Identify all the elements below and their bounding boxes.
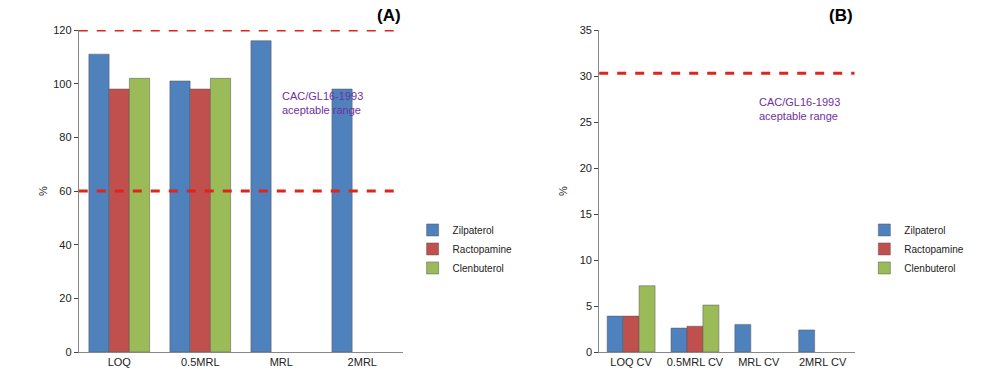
svg-text:Ractopamine: Ractopamine	[904, 244, 963, 255]
svg-text:40: 40	[59, 239, 71, 251]
svg-text:20: 20	[59, 292, 71, 304]
svg-text:5: 5	[586, 300, 592, 312]
svg-text:%: %	[557, 186, 569, 196]
svg-text:CAC/GL16-1993aceptable range: CAC/GL16-1993aceptable range	[282, 90, 363, 116]
svg-text:25: 25	[580, 116, 592, 128]
svg-text:80: 80	[59, 131, 71, 143]
svg-text:(B): (B)	[829, 6, 853, 25]
svg-text:MRL: MRL	[270, 356, 293, 368]
svg-text:Zilpaterol: Zilpaterol	[904, 225, 945, 236]
svg-text:(A): (A)	[377, 6, 401, 25]
svg-text:60: 60	[59, 185, 71, 197]
svg-text:CAC/GL16-1993aceptable range: CAC/GL16-1993aceptable range	[759, 96, 840, 122]
svg-text:2MRL CV: 2MRL CV	[799, 356, 847, 368]
svg-text:10: 10	[580, 254, 592, 266]
svg-text:20: 20	[580, 162, 592, 174]
svg-text:Clenbuterol: Clenbuterol	[904, 263, 955, 274]
svg-text:LOQ CV: LOQ CV	[610, 356, 652, 368]
svg-text:0: 0	[65, 346, 71, 358]
svg-text:LOQ: LOQ	[108, 356, 132, 368]
svg-text:0.5MRL CV: 0.5MRL CV	[667, 356, 724, 368]
svg-text:Ractopamine: Ractopamine	[453, 244, 512, 255]
svg-text:Clenbuterol: Clenbuterol	[453, 263, 504, 274]
svg-text:2MRL: 2MRL	[348, 356, 377, 368]
svg-text:30: 30	[580, 70, 592, 82]
svg-text:0: 0	[586, 346, 592, 358]
svg-text:120: 120	[53, 24, 71, 36]
svg-text:MRL CV: MRL CV	[738, 356, 780, 368]
svg-text:0.5MRL: 0.5MRL	[181, 356, 220, 368]
svg-text:Zilpaterol: Zilpaterol	[453, 225, 494, 236]
svg-text:100: 100	[53, 78, 71, 90]
svg-text:35: 35	[580, 24, 592, 36]
svg-text:15: 15	[580, 208, 592, 220]
svg-text:%: %	[37, 186, 49, 196]
